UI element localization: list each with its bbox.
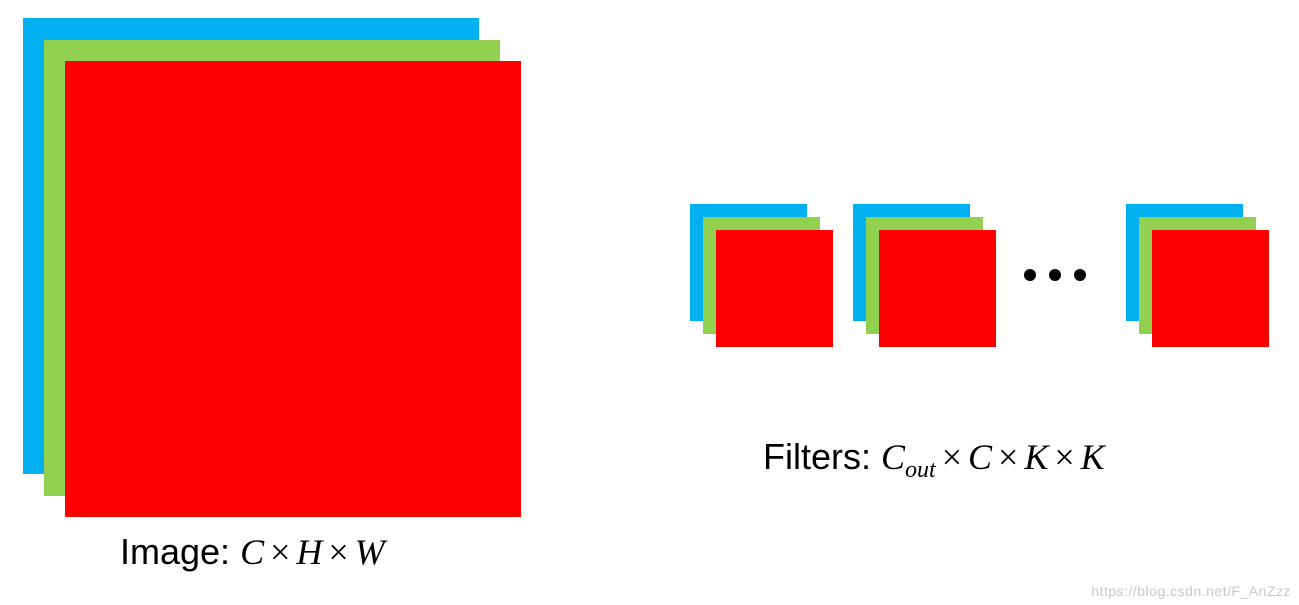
filters-label-times-3: × <box>1054 437 1075 477</box>
filters-label-prefix: Filters: <box>763 436 882 477</box>
filters-label-k-1: K <box>1024 437 1049 477</box>
filters-label-c-main: C <box>881 437 906 477</box>
image-channel-red <box>65 61 521 517</box>
image-label-h: H <box>296 532 323 572</box>
filters-label-c-out: Cout <box>881 437 936 482</box>
filters-label-times-2: × <box>998 437 1019 477</box>
filters-label-k-2: K <box>1080 437 1105 477</box>
filters-label-c: C <box>968 437 993 477</box>
filter-2-channel-red <box>879 230 996 347</box>
image-label-w: W <box>354 532 385 572</box>
watermark: https://blog.csdn.net/F_AnZzz <box>1091 583 1291 599</box>
filter-3-channel-red <box>1152 230 1269 347</box>
filters-label: Filters: Cout × C × K × K <box>763 436 1105 483</box>
filters-label-times-1: × <box>941 437 963 477</box>
image-label: Image: C × H × W <box>120 531 385 572</box>
ellipsis-dot-3 <box>1074 269 1086 281</box>
filter-1-channel-red <box>716 230 833 347</box>
ellipsis-dot-1 <box>1024 269 1036 281</box>
image-label-times-1: × <box>270 532 291 572</box>
image-label-c: C <box>240 532 265 572</box>
ellipsis-dot-2 <box>1049 269 1061 281</box>
image-label-times-2: × <box>328 532 349 572</box>
filters-label-c-sub: out <box>905 457 936 483</box>
image-label-prefix: Image: <box>120 531 241 572</box>
